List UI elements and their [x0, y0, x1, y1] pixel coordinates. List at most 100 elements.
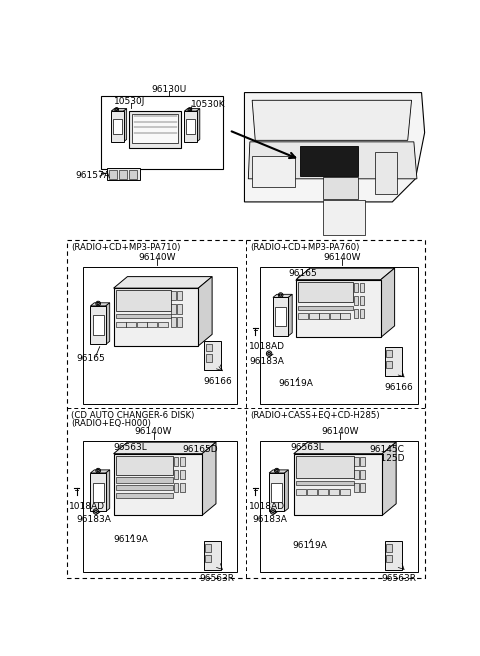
Bar [309, 313, 319, 319]
Bar [119, 170, 127, 179]
Bar [171, 318, 176, 327]
Text: 96140W: 96140W [321, 427, 359, 436]
Bar [67, 240, 425, 578]
Bar [375, 152, 397, 194]
Circle shape [279, 294, 282, 297]
Bar [360, 309, 364, 318]
Polygon shape [288, 295, 292, 336]
Text: 96140W: 96140W [135, 427, 172, 436]
Bar [171, 304, 176, 314]
Text: 96140W: 96140W [139, 253, 176, 262]
Bar [116, 314, 171, 318]
Text: 96157A: 96157A [75, 171, 110, 180]
Bar [386, 554, 392, 562]
Text: 96119A: 96119A [114, 535, 148, 544]
Bar [90, 473, 106, 512]
Bar [132, 114, 178, 144]
Text: 96165: 96165 [288, 269, 317, 278]
Bar [384, 346, 402, 376]
Text: 96140W: 96140W [324, 253, 361, 262]
Bar [177, 291, 182, 300]
Text: 96119A: 96119A [278, 379, 313, 388]
Text: 1018AD: 1018AD [69, 502, 105, 511]
Circle shape [272, 510, 274, 513]
Bar [186, 119, 195, 134]
Circle shape [116, 108, 118, 110]
Bar [174, 483, 179, 492]
Bar [323, 177, 358, 199]
Text: 96165: 96165 [77, 354, 105, 363]
Bar [340, 313, 350, 319]
Bar [386, 361, 392, 368]
Polygon shape [252, 100, 411, 140]
Text: (RADIO+CD+MP3-PA710): (RADIO+CD+MP3-PA710) [71, 243, 180, 252]
Bar [296, 279, 381, 337]
Circle shape [268, 352, 270, 355]
Text: 1018AD: 1018AD [249, 342, 285, 351]
Bar [174, 457, 179, 466]
Text: (RADIO+CASS+EQ+CD-H285): (RADIO+CASS+EQ+CD-H285) [250, 411, 380, 420]
Bar [184, 111, 197, 142]
Polygon shape [248, 142, 417, 179]
Bar [83, 266, 237, 403]
Text: 96166: 96166 [204, 377, 232, 386]
Bar [360, 283, 364, 292]
Polygon shape [111, 109, 127, 111]
Bar [90, 306, 106, 344]
Text: 96183A: 96183A [252, 516, 287, 524]
Text: (RADIO+EQ-H000): (RADIO+EQ-H000) [71, 419, 151, 428]
Polygon shape [381, 268, 395, 337]
Bar [114, 454, 202, 516]
Bar [109, 170, 117, 179]
Text: 96119A: 96119A [292, 541, 327, 550]
Text: 96183A: 96183A [250, 358, 285, 367]
Bar [205, 554, 211, 562]
Bar [318, 489, 328, 495]
Bar [171, 291, 176, 300]
Bar [205, 544, 211, 552]
Text: 96130U: 96130U [151, 85, 187, 94]
Bar [299, 306, 353, 310]
Text: 10530K: 10530K [191, 100, 225, 108]
Bar [114, 288, 198, 346]
Text: 96563R: 96563R [382, 574, 417, 583]
Text: 96183A: 96183A [77, 516, 111, 524]
Text: (CD AUTO CHANGER-6 DISK): (CD AUTO CHANGER-6 DISK) [71, 411, 194, 420]
Bar [296, 489, 306, 495]
Text: 96125D: 96125D [369, 454, 405, 462]
Bar [260, 441, 419, 571]
Text: 96145C: 96145C [369, 445, 404, 454]
Polygon shape [106, 303, 110, 344]
Bar [354, 457, 359, 466]
Circle shape [276, 470, 278, 472]
Bar [174, 470, 179, 479]
Text: 10530J: 10530J [114, 97, 145, 106]
Bar [386, 544, 392, 552]
Bar [354, 483, 359, 492]
Bar [330, 313, 340, 319]
Bar [147, 321, 157, 327]
Bar [252, 155, 295, 186]
Bar [158, 321, 168, 327]
Bar [354, 296, 358, 305]
Bar [116, 493, 173, 498]
Circle shape [189, 108, 191, 110]
Bar [116, 485, 173, 490]
Bar [329, 489, 339, 495]
Bar [177, 304, 182, 314]
Bar [204, 541, 221, 570]
Bar [260, 266, 419, 403]
Polygon shape [90, 470, 110, 473]
Text: 96563R: 96563R [200, 574, 235, 583]
Bar [296, 482, 354, 485]
Polygon shape [202, 442, 216, 516]
Bar [299, 282, 353, 302]
Circle shape [97, 470, 99, 472]
Bar [296, 456, 354, 478]
Polygon shape [244, 92, 425, 202]
Bar [275, 307, 286, 326]
Text: 96563L: 96563L [114, 443, 147, 452]
Text: 96166: 96166 [384, 383, 413, 392]
Bar [137, 321, 146, 327]
Bar [93, 483, 104, 502]
